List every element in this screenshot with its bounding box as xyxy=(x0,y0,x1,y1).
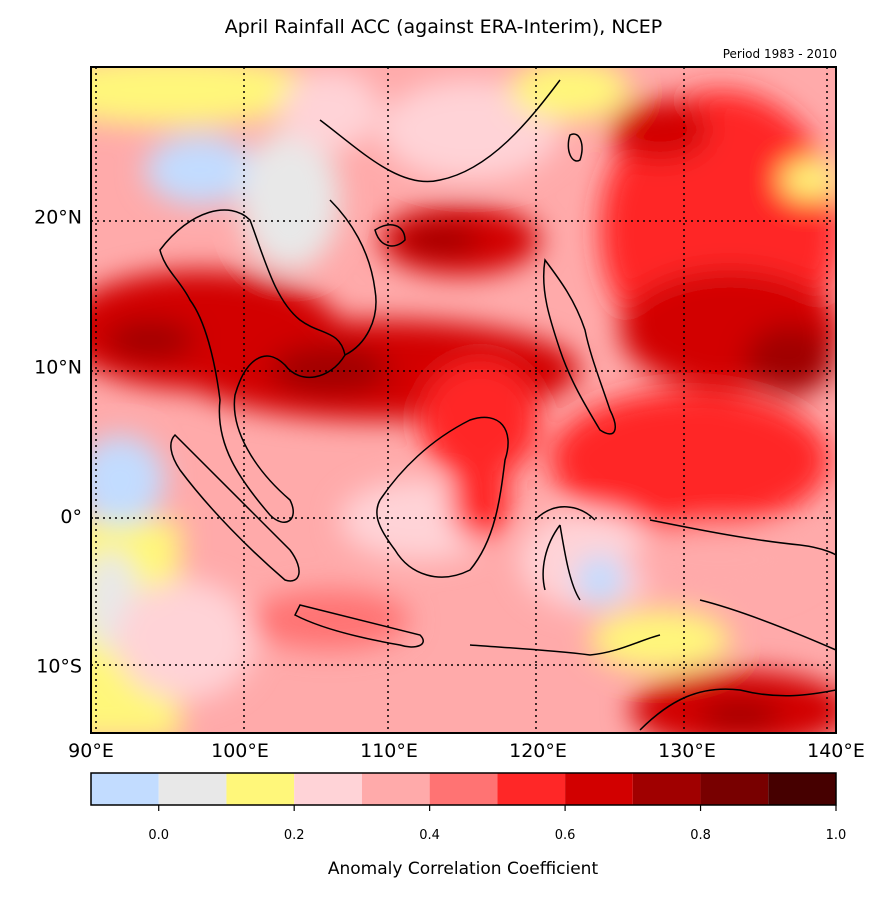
colorbar-swatch xyxy=(91,773,159,805)
map-panel xyxy=(90,66,837,734)
map-border xyxy=(90,66,837,734)
colorbar-tick-label: 0.2 xyxy=(284,828,305,843)
colorbar-swatch xyxy=(768,773,836,805)
colorbar-label: Anomaly Correlation Coefficient xyxy=(328,859,599,879)
latitude-tick-label: 10°N xyxy=(34,356,82,378)
longitude-labels: 90°E 100°E 110°E 120°E 130°E 140°E xyxy=(68,740,865,762)
colorbar-swatch xyxy=(158,773,227,805)
acc-field xyxy=(91,67,836,733)
colorbar-swatch xyxy=(361,773,430,805)
longitude-tick-label: 120°E xyxy=(509,740,567,762)
colorbar-tick-label: 0.8 xyxy=(690,828,711,843)
latitude-tick-label: 20°N xyxy=(34,207,82,229)
longitude-tick-label: 130°E xyxy=(658,740,716,762)
longitude-tick-label: 140°E xyxy=(807,740,865,762)
colorbar-tick-label: 1.0 xyxy=(826,828,847,843)
colorbar-swatch xyxy=(226,773,295,805)
colorbar-tick-label: 0.0 xyxy=(148,828,169,843)
colorbar: 0.0 0.2 0.4 0.6 0.8 1.0 Anomaly Correlation C… xyxy=(90,772,847,879)
colorbar-swatch xyxy=(565,773,633,805)
longitude-tick-label: 100°E xyxy=(211,740,269,762)
map-title: April Rainfall ACC (against ERA-Interim)… xyxy=(224,16,663,38)
gridlines xyxy=(91,67,836,733)
map-period: Period 1983 - 2010 xyxy=(722,47,837,61)
colorbar-swatch xyxy=(497,773,566,805)
colorbar-border xyxy=(90,772,837,806)
latitude-labels: 20°N 10°N 0° 10°S xyxy=(34,207,82,678)
colorbar-swatch xyxy=(294,773,362,805)
colorbar-swatch xyxy=(700,773,769,805)
colorbar-tick-label: 0.6 xyxy=(555,828,576,843)
colorbar-tick-label: 0.4 xyxy=(419,828,440,843)
colorbar-swatch xyxy=(632,773,701,805)
coastlines xyxy=(159,79,836,731)
longitude-tick-label: 110°E xyxy=(360,740,418,762)
longitude-tick-label: 90°E xyxy=(68,740,114,762)
colorbar-swatch xyxy=(429,773,498,805)
latitude-tick-label: 0° xyxy=(60,506,82,528)
latitude-tick-label: 10°S xyxy=(36,656,82,678)
